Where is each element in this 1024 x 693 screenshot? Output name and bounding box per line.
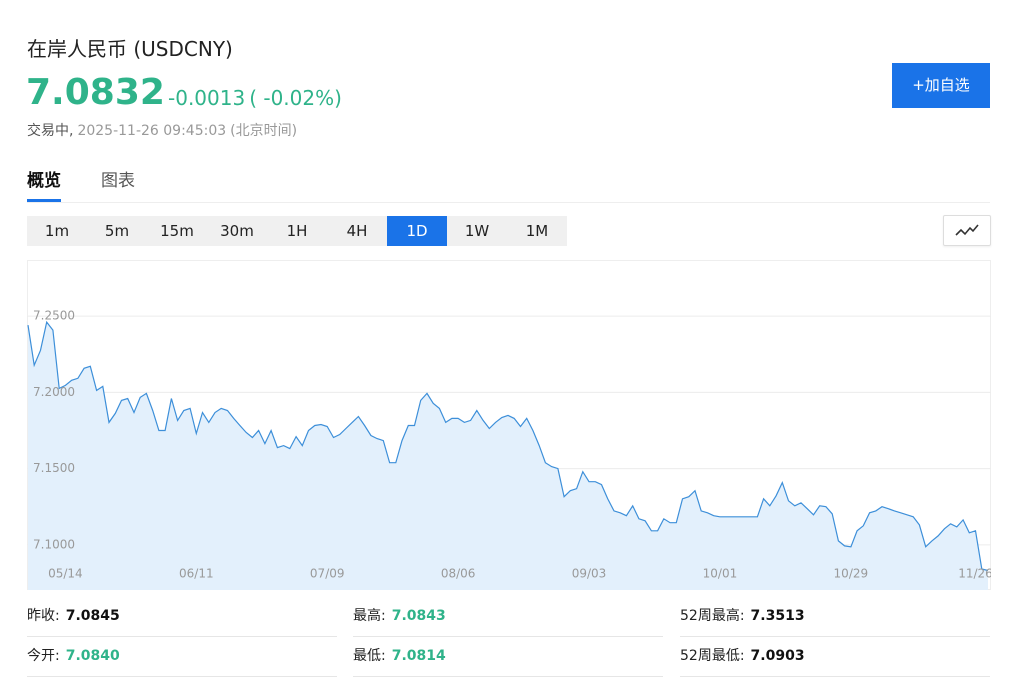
range-button[interactable]: 1W [464, 222, 490, 240]
add-watchlist-button[interactable]: +加自选 [892, 63, 990, 108]
timestamp: 2025-11-26 09:45:03 [77, 123, 227, 139]
y-tick-label: 7.1500 [33, 461, 75, 475]
stat-label: 今开: [27, 648, 60, 664]
chart-type-button[interactable] [943, 215, 991, 246]
change-value: -0.0013 [168, 86, 246, 110]
stat-value: 7.0814 [391, 648, 446, 664]
y-tick-label: 7.1000 [33, 537, 75, 551]
status-line: 交易中, 2025-11-26 09:45:03 (北京时间) [27, 120, 297, 140]
range-button[interactable]: 1H [286, 222, 308, 240]
x-tick-label: 09/03 [572, 567, 607, 581]
x-tick-label: 05/14 [48, 567, 83, 581]
stat-label: 最高: [353, 608, 386, 624]
price-line [27, 320, 989, 572]
range-button[interactable]: 1M [525, 222, 549, 240]
range-button[interactable]: 30m [220, 222, 254, 240]
range-button[interactable]: 1m [44, 222, 70, 240]
status: 交易中, [27, 123, 74, 139]
range-button[interactable]: 5m [104, 222, 130, 240]
stat-item: 52周最低: 7.0903 [680, 636, 990, 677]
plot-area: 7.1000 7.1500 7.2000 7.2500 05/14 06/11 07/09 0… [27, 309, 993, 590]
stat-item: 最高: 7.0843 [353, 596, 663, 637]
y-tick-label: 7.2500 [33, 309, 75, 323]
range-button[interactable]: 15m [160, 222, 194, 240]
tab[interactable]: 概览 [27, 166, 61, 202]
stat-label: 52周最低: [680, 648, 745, 664]
stat-value: 7.0845 [65, 608, 120, 624]
timezone: (北京时间) [230, 123, 298, 139]
tab[interactable]: 图表 [101, 171, 135, 191]
stat-item: 昨收: 7.0845 [27, 596, 337, 637]
stat-label: 昨收: [27, 608, 60, 624]
x-tick-label: 07/09 [310, 567, 345, 581]
x-tick-label: 10/01 [703, 567, 738, 581]
price: 7.0832 [26, 72, 165, 113]
tabs: 概览 图表 [27, 166, 175, 202]
range-button[interactable]: 4H [346, 222, 368, 240]
y-tick-label: 7.2000 [33, 385, 75, 399]
chart: 7.1000 7.1500 7.2000 7.2500 05/14 06/11 07/09 0… [27, 260, 993, 590]
x-tick-label: 06/11 [179, 567, 214, 581]
stat-label: 52周最高: [680, 608, 745, 624]
divider [27, 202, 990, 203]
range-button[interactable]: 1D [387, 216, 447, 246]
stat-item: 52周最高: 7.3513 [680, 596, 990, 637]
title: 在岸人民币 (USDCNY) [27, 37, 233, 61]
stat-value: 7.0903 [750, 648, 805, 664]
change-pct: ( -0.02%) [249, 86, 342, 110]
chart-type-icon [955, 224, 979, 236]
stat-value: 7.0840 [65, 648, 120, 664]
stat-value: 7.0843 [391, 608, 446, 624]
stat-item: 今开: 7.0840 [27, 636, 337, 677]
change: -0.0013( -0.02%) [168, 86, 346, 110]
stat-value: 7.3513 [750, 608, 805, 624]
x-tick-label: 10/29 [834, 567, 869, 581]
x-tick-label: 11/26 [958, 567, 993, 581]
stat-item: 最低: 7.0814 [353, 636, 663, 677]
range-selector: 1m 5m 15m 30m 1H 4H 1D 1W 1M [27, 216, 567, 246]
x-tick-label: 08/06 [441, 567, 476, 581]
area-fill [28, 322, 988, 590]
stat-label: 最低: [353, 648, 386, 664]
